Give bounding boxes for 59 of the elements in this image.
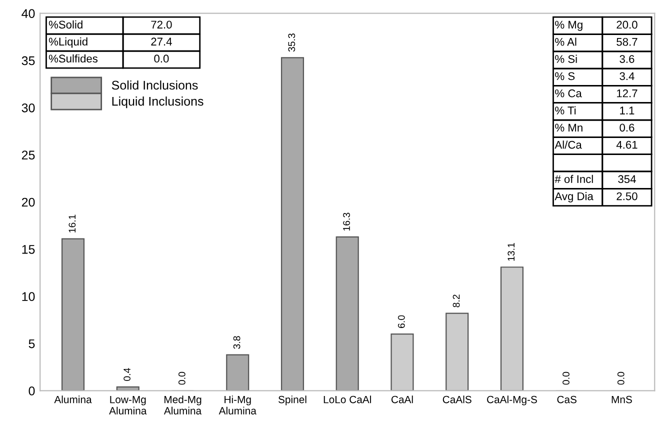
annotation: Avg Dia	[554, 192, 594, 202]
legend-label: Solid Inclusions	[112, 80, 198, 90]
x-tick-label: LoLo CaAl	[324, 396, 371, 404]
data-label: 16.3	[343, 212, 350, 231]
data-label: 13.1	[508, 243, 515, 261]
annotation: % Ti	[555, 106, 576, 114]
y-tick-label: 35	[22, 56, 35, 66]
x-tick-label: Med-Mg Alumina	[164, 396, 202, 414]
y-tick-label: 40	[22, 9, 35, 18]
x-tick-label: CaAlS	[442, 396, 472, 404]
x-tick-label: CaS	[557, 396, 576, 404]
data-label: 8.2	[452, 294, 460, 308]
annotation: 2.50	[616, 192, 638, 200]
annotation: % Al	[555, 38, 576, 46]
x-tick-label: Alumina	[54, 396, 92, 404]
annotation: 12.7	[617, 89, 638, 98]
annotation: % Mn	[555, 124, 582, 132]
y-tick-label: 20	[22, 198, 35, 207]
y-tick-label: 0	[28, 386, 35, 396]
x-tick-label: Hi-Mg Alumina	[218, 396, 256, 414]
x-tick-label: CaAl	[391, 396, 413, 404]
data-label: 0.0	[178, 372, 186, 385]
annotation: 0.0	[154, 54, 169, 63]
annotation: % S	[555, 72, 575, 80]
annotation: %Solid	[48, 20, 82, 29]
data-label: 0.0	[617, 372, 624, 385]
y-tick-label: 10	[22, 292, 35, 302]
legend-label: Liquid Inclusions	[112, 96, 204, 108]
annotation: 20.0	[616, 20, 638, 29]
annotation: 58.7	[616, 38, 638, 46]
x-tick-label: Spinel	[278, 396, 306, 406]
x-tick-label: Low-Mg Alumina	[109, 396, 147, 414]
y-tick-label: 5	[28, 339, 35, 348]
y-tick-label: 25	[22, 150, 35, 160]
data-label: 16.1	[68, 214, 76, 232]
annotation: % Si	[555, 54, 577, 63]
annotation: 354	[618, 175, 636, 184]
data-label: 0.4	[124, 368, 130, 381]
annotation: 27.4	[151, 38, 172, 46]
annotation: 1.1	[620, 106, 634, 114]
annotation: 3.6	[620, 55, 634, 63]
annotation: 3.4	[620, 72, 634, 80]
annotation: %Liquid	[48, 37, 88, 48]
data-label: 6.0	[398, 315, 405, 328]
annotation: % Mg	[555, 20, 582, 31]
annotation: 0.6	[620, 124, 634, 132]
y-tick-label: 15	[22, 245, 35, 254]
data-label: 3.8	[233, 336, 240, 349]
x-tick-label: MnS	[612, 396, 632, 404]
annotation: 4.61	[616, 140, 638, 149]
annotation: %Sulfides	[48, 54, 98, 63]
annotation: 72.0	[151, 20, 172, 29]
annotation: Al/Ca	[554, 140, 582, 149]
y-tick-label: 30	[22, 103, 35, 112]
annotation: # of Incl	[554, 174, 593, 184]
annotation: % Ca	[555, 89, 582, 98]
data-label: 35.3	[288, 34, 296, 52]
data-label: 0.0	[562, 372, 570, 385]
x-tick-label: CaAl-Mg-S	[487, 396, 537, 406]
